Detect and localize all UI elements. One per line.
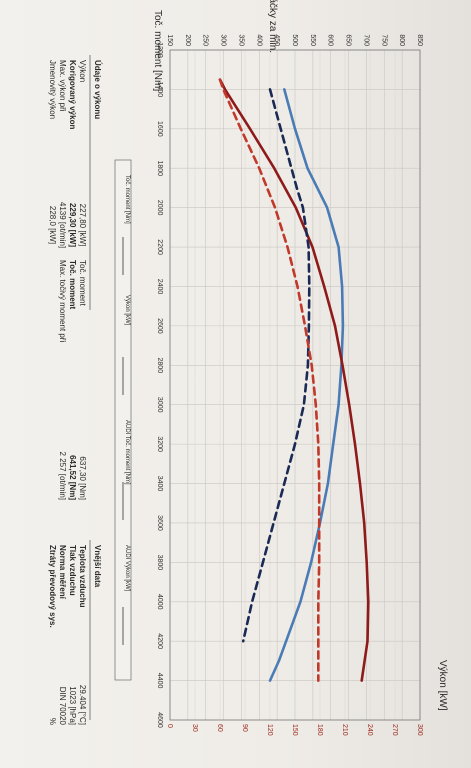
x-tick-label: 2800: [156, 358, 163, 374]
external-label: Ztráty převodový sys.: [48, 545, 57, 628]
y-right-tick-label: 0: [166, 724, 173, 728]
y-left-tick-label: 500: [291, 34, 298, 46]
x-tick-label: 1800: [156, 160, 163, 176]
y-left-tick-label: 350: [237, 34, 244, 46]
y-right-tick-label: 30: [191, 724, 198, 732]
external-label: Norma měření: [58, 545, 67, 600]
torque-value: 641,52 [Nm]: [68, 455, 77, 500]
torque-value: 2 257 [ot/min]: [58, 452, 67, 500]
x-tick-label: 2600: [156, 318, 163, 334]
chart-lines: [218, 78, 370, 682]
external-value: 29.404 [°C]: [78, 685, 87, 725]
x-tick-labels: 1200 1400 1600 1800 2000 2200 2400 2600 2800 3000…: [156, 42, 163, 728]
legend-label: Toč. moment [Nm]: [124, 175, 130, 224]
y-right-tick-labels: 0 30 60 90 120 150 180 210 240 270 300: [166, 724, 423, 736]
y-right-tick-label: 120: [266, 724, 273, 736]
x-tick-label: 3800: [156, 555, 163, 571]
performance-title: Údaje o výkonu: [93, 60, 102, 119]
external-value: 1023 [hPa]: [68, 686, 77, 725]
y-left-tick-label: 750: [380, 34, 387, 46]
x-tick-label: 4000: [156, 594, 163, 610]
performance-label: Výkon: [78, 60, 87, 82]
y-left-tick-label: 400: [255, 34, 262, 46]
y-right-tick-label: 180: [316, 724, 323, 736]
torque-label: Max. točivý moment při: [58, 260, 67, 342]
y-right-tick-label: 270: [391, 724, 398, 736]
y-right-tick-label: 300: [416, 724, 423, 736]
y-left-tick-label: 650: [345, 34, 352, 46]
y-left-tick-label: 250: [202, 34, 209, 46]
x-tick-label: 2400: [156, 279, 163, 295]
performance-value: 228,0 [kW]: [48, 206, 57, 244]
y-right-tick-label: 240: [366, 724, 373, 736]
external-label: Teplota vzduchu: [78, 545, 87, 608]
y-right-tick-label: 90: [241, 724, 248, 732]
x-tick-label: 3000: [156, 397, 163, 413]
torque-label: Toč. moment: [78, 260, 87, 307]
external-data-title: Vnější data: [93, 545, 102, 588]
performance-label: Korigovaný výkon: [68, 60, 77, 129]
x-tick-label: 1400: [156, 82, 163, 98]
external-label: Tlak vzduchu: [68, 545, 77, 596]
y-left-axis-label: Toč. moment [Nm]: [152, 10, 163, 91]
x-tick-label: 4200: [156, 633, 163, 649]
performance-value: 227,80 [kW]: [78, 204, 87, 247]
x-tick-label: 3400: [156, 476, 163, 492]
legend-box: [114, 159, 132, 681]
plot-frame: [169, 49, 421, 721]
y-right-tick-label: 210: [341, 724, 348, 736]
x-tick-label: 2200: [156, 239, 163, 255]
performance-label: Jmenovitý výkon: [48, 60, 57, 119]
x-tick-label: 2000: [156, 200, 163, 216]
y-left-tick-labels: 150 200 250 300 350 400 450 500 550 600 650 700 750 8…: [166, 34, 423, 46]
series-line-4: [218, 78, 321, 682]
external-value: %: [48, 718, 57, 725]
y-right-tick-label: 60: [216, 724, 223, 732]
x-axis-label: Otáčky za min.: [267, 0, 278, 53]
y-left-tick-label: 700: [362, 34, 369, 46]
y-right-axis-label: Výkon [kW]: [437, 660, 448, 711]
y-left-tick-label: 450: [273, 34, 280, 46]
x-tick-label: 4600: [156, 712, 163, 728]
legend-label: AUDI Výkon [kW]: [124, 545, 130, 592]
y-left-tick-label: 550: [309, 34, 316, 46]
performance-value: 229,30 [kW]: [68, 203, 77, 247]
legend-label: Výkon [kW]: [124, 295, 130, 326]
y-left-tick-label: 200: [184, 34, 191, 46]
series-line-2: [218, 78, 370, 682]
x-tick-label: 1200: [156, 42, 163, 58]
performance-label: Max. výkon při: [58, 60, 67, 112]
y-left-tick-label: 300: [220, 34, 227, 46]
torque-value: 637,30 [Nm]: [78, 456, 87, 500]
x-tick-label: 1600: [156, 121, 163, 137]
y-left-tick-label: 150: [166, 34, 173, 46]
legend: Toč. moment [Nm] Výkon [kW] AUDI Toč. mome…: [122, 175, 130, 645]
series-line-3: [241, 88, 311, 643]
legend-label: AUDI Toč. moment [Nm]: [124, 420, 130, 485]
performance-value: 4139 [ot/min]: [58, 202, 67, 248]
y-left-tick-label: 850: [416, 34, 423, 46]
y-left-tick-label: 600: [327, 34, 334, 46]
y-left-tick-label: 800: [398, 34, 405, 46]
torque-label: Toč. moment: [68, 260, 77, 310]
x-tick-label: 3600: [156, 515, 163, 531]
y-right-tick-label: 150: [291, 724, 298, 736]
series-line-1: [268, 88, 345, 682]
x-tick-label: 3200: [156, 436, 163, 452]
external-value: DIN 70020: [58, 687, 67, 726]
chart-grid: [169, 49, 421, 721]
x-tick-label: 4400: [156, 673, 163, 689]
